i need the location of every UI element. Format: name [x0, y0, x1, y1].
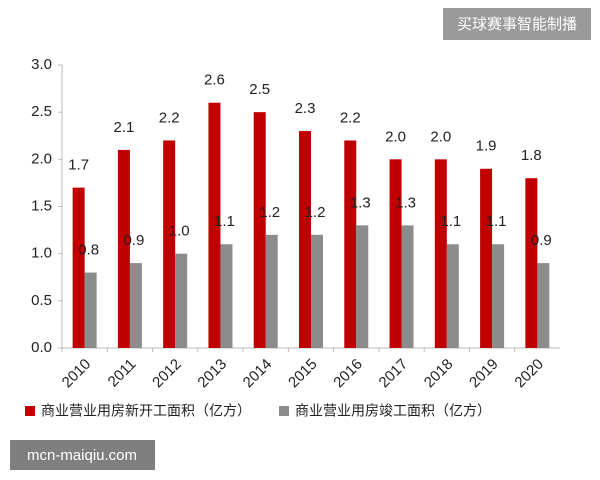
legend-label: 商业营业用房新开工面积（亿方）	[41, 403, 251, 419]
x-tick-label: 2011	[105, 356, 140, 391]
value-label: 1.3	[395, 194, 416, 211]
bar	[389, 159, 402, 348]
bar	[480, 168, 493, 348]
y-tick-label: 0.5	[31, 292, 52, 309]
bar	[72, 187, 85, 348]
bar	[175, 253, 188, 348]
bar	[401, 225, 414, 348]
legend-swatch	[25, 406, 35, 416]
value-label: 2.2	[159, 109, 180, 126]
value-label: 1.2	[305, 204, 326, 221]
y-tick-label: 3.0	[31, 56, 52, 73]
value-label: 2.6	[204, 72, 225, 89]
bar	[344, 140, 357, 348]
value-label: 2.0	[385, 128, 406, 145]
x-tick-label: 2017	[376, 356, 412, 392]
value-label: 1.9	[476, 138, 497, 155]
x-tick-label: 2014	[240, 356, 276, 392]
bar	[129, 263, 142, 348]
value-label: 1.2	[259, 204, 280, 221]
value-label: 0.9	[123, 232, 144, 249]
value-label: 1.0	[169, 223, 190, 240]
x-tick-label: 2010	[59, 356, 95, 392]
y-tick-label: 1.0	[31, 245, 52, 262]
value-label: 0.9	[531, 232, 552, 249]
value-label: 1.1	[440, 213, 461, 230]
bar	[208, 102, 221, 348]
y-tick-label: 2.0	[31, 150, 52, 167]
bar	[525, 178, 538, 348]
x-tick-label: 2016	[330, 356, 366, 392]
value-label: 2.1	[113, 119, 134, 136]
value-label: 1.7	[68, 157, 89, 174]
legend-label: 商业营业用房竣工面积（亿方）	[295, 403, 491, 419]
value-label: 2.0	[430, 128, 451, 145]
y-tick-label: 1.5	[31, 197, 52, 214]
bar	[299, 131, 311, 348]
watermark-text: mcn-maiqiu.com	[27, 447, 137, 464]
legend-swatch	[279, 406, 289, 416]
watermark-box	[443, 8, 591, 40]
bar	[356, 225, 369, 348]
bar	[220, 244, 233, 348]
x-tick-label: 2012	[149, 356, 185, 392]
x-tick-label: 2018	[421, 356, 457, 392]
bar	[446, 244, 459, 348]
watermark-box	[10, 440, 155, 470]
bar	[265, 234, 278, 348]
bar	[434, 159, 447, 348]
x-tick-label: 2020	[511, 356, 547, 392]
x-tick-label: 2015	[285, 356, 321, 392]
bar	[492, 244, 505, 348]
bar	[84, 272, 97, 348]
value-label: 2.3	[295, 100, 316, 117]
bar	[253, 112, 266, 349]
value-label: 1.1	[486, 213, 507, 230]
value-label: 1.1	[214, 213, 235, 230]
value-label: 1.3	[350, 194, 371, 211]
bar	[537, 263, 550, 348]
bar	[117, 149, 130, 348]
watermark-text: 买球赛事智能制播	[457, 15, 577, 33]
y-tick-label: 2.5	[31, 103, 52, 120]
y-tick-label: 0.0	[31, 339, 52, 356]
value-label: 0.8	[78, 242, 99, 259]
value-label: 1.8	[521, 147, 542, 164]
value-label: 2.5	[249, 81, 270, 98]
x-tick-label: 2013	[194, 356, 230, 392]
x-tick-label: 2019	[466, 356, 502, 392]
value-label: 2.2	[340, 109, 361, 126]
bar	[163, 140, 176, 348]
bar	[311, 234, 323, 348]
